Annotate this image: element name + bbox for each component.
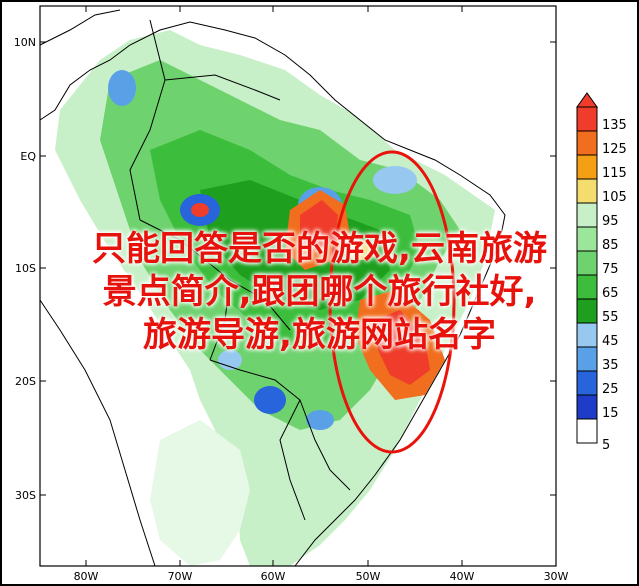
lon-tick-label: 30W — [544, 570, 569, 583]
rain-cell-yellow — [346, 240, 374, 260]
lon-tick: 30W — [544, 570, 569, 583]
lon-axis: 80W 70W 60W 50W 40W 30W — [74, 6, 569, 583]
colorbar-swatch — [576, 418, 598, 444]
coastlines — [39, 9, 506, 567]
lat-tick-label: EQ — [20, 150, 36, 163]
colorbar-label: 135 — [602, 118, 627, 133]
colorbar-label: 95 — [602, 214, 619, 229]
lat-tick: 10S — [15, 262, 556, 275]
rain-cell-blue — [108, 70, 136, 106]
colorbar-label: 55 — [602, 310, 619, 325]
colorbar-label: 85 — [602, 238, 619, 253]
rain-cell-heavy — [375, 310, 430, 385]
lon-tick: 50W — [356, 6, 381, 583]
rain-cell-blue — [306, 410, 334, 430]
lat-tick-label: 10N — [14, 36, 36, 49]
lat-tick-label: 10S — [15, 262, 36, 275]
lon-tick-label: 80W — [74, 570, 99, 583]
colorbar-label: 25 — [602, 382, 619, 397]
lon-tick-label: 50W — [356, 570, 381, 583]
rain-cell-heavy — [191, 203, 209, 217]
colorbar-label: 35 — [602, 358, 619, 373]
lon-tick-label: 70W — [168, 570, 193, 583]
colorbar-label: 75 — [602, 262, 619, 277]
lat-tick-label: 30S — [15, 489, 36, 502]
colorbar-label: 105 — [602, 190, 627, 205]
colorbar-label: 15 — [602, 406, 619, 421]
colorbar-label: 125 — [602, 142, 627, 157]
lat-tick-label: 20S — [15, 375, 36, 388]
colorbar: 135 125 115 105 95 85 75 65 55 45 35 25 15 5 — [576, 92, 627, 453]
colorbar-label: 5 — [602, 438, 610, 453]
lon-tick: 60W — [261, 6, 286, 583]
lon-tick: 80W — [74, 6, 99, 583]
rain-cell-heavy — [300, 200, 338, 250]
lat-tick: 20S — [15, 375, 556, 388]
colorbar-label: 45 — [602, 334, 619, 349]
colorbar-label: 65 — [602, 286, 619, 301]
lat-tick: EQ — [20, 150, 556, 163]
rain-cell-blue — [373, 166, 417, 194]
colorbar-label: 115 — [602, 166, 627, 181]
lon-tick: 40W — [450, 6, 475, 583]
lon-tick-label: 40W — [450, 570, 475, 583]
dry-region-south — [150, 420, 250, 566]
plot-frame — [39, 5, 557, 567]
lat-tick: 30S — [15, 489, 556, 502]
highlight-ellipse — [328, 150, 456, 454]
lon-tick-label: 60W — [261, 570, 286, 583]
lon-tick: 70W — [168, 6, 193, 583]
lat-axis: 10N EQ 10S 20S 30S — [14, 36, 556, 502]
rain-cell-blue — [254, 386, 286, 414]
lat-tick: 10N — [14, 36, 556, 49]
